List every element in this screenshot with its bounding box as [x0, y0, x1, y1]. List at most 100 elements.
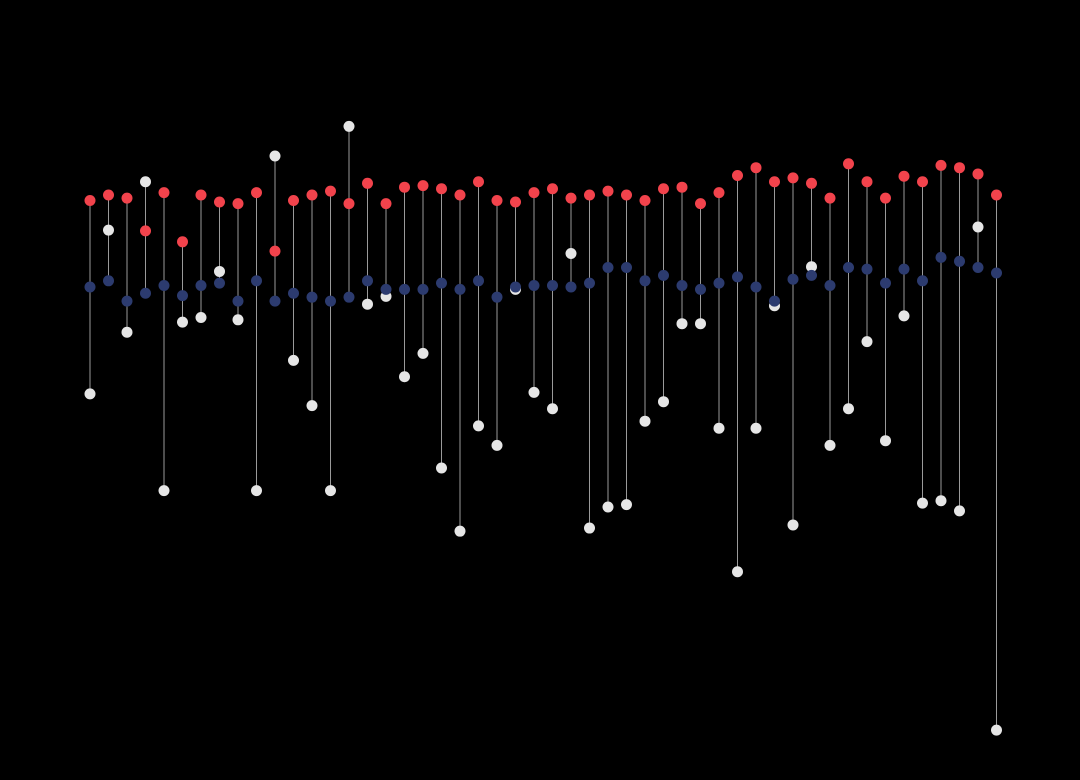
red-dot-9: [251, 187, 262, 199]
red-dot-18: [417, 180, 429, 192]
blue-dot-23: [510, 281, 521, 293]
grey-dot-27: [584, 522, 595, 534]
grey-dot-24: [528, 386, 540, 398]
grey-dot-25: [547, 403, 558, 415]
grey-dot-4: [158, 485, 170, 497]
red-dot-27: [584, 189, 595, 201]
blue-dot-42: [861, 263, 873, 275]
red-dot-29: [621, 189, 632, 201]
grey-dot-47: [954, 505, 965, 517]
grey-dot-14: [343, 120, 355, 132]
red-dot-5: [177, 236, 188, 248]
red-dot-43: [880, 192, 891, 204]
blue-dot-41: [843, 262, 854, 274]
grey-dot-43: [880, 435, 891, 447]
blue-dot-3: [140, 287, 151, 299]
blue-dot-32: [676, 279, 688, 291]
red-dot-24: [528, 187, 540, 199]
red-dot-25: [547, 183, 558, 195]
red-dot-45: [917, 176, 928, 188]
red-dot-16: [380, 198, 392, 210]
blue-dot-17: [399, 283, 410, 295]
blue-dot-21: [473, 275, 484, 287]
blue-dot-1: [103, 275, 114, 287]
grey-dot-45: [917, 497, 928, 509]
grey-dot-44: [898, 310, 910, 322]
grey-dot-7: [214, 265, 225, 277]
blue-dot-12: [306, 291, 318, 303]
red-dot-39: [806, 177, 817, 189]
blue-dot-47: [954, 255, 965, 267]
red-dot-37: [769, 176, 780, 188]
blue-dot-38: [787, 273, 799, 285]
blue-dot-24: [528, 279, 540, 291]
blue-dot-4: [158, 279, 170, 291]
blue-dot-6: [195, 279, 207, 291]
red-dot-23: [510, 196, 521, 208]
blue-dot-19: [436, 277, 447, 289]
blue-dot-40: [824, 279, 836, 291]
blue-dot-0: [84, 281, 96, 293]
grey-dot-19: [436, 462, 447, 474]
red-dot-0: [84, 194, 96, 206]
blue-dot-10: [269, 295, 281, 307]
red-dot-31: [658, 183, 669, 195]
grey-dot-29: [621, 499, 632, 511]
grey-dot-21: [473, 420, 484, 432]
blue-dot-22: [491, 291, 503, 303]
grey-dot-18: [417, 347, 429, 359]
grey-dot-13: [325, 485, 336, 497]
red-dot-49: [991, 189, 1002, 201]
grey-dot-46: [935, 495, 947, 507]
blue-dot-5: [177, 290, 188, 302]
grey-dot-34: [713, 422, 725, 434]
red-dot-40: [824, 192, 836, 204]
grey-dot-33: [695, 318, 706, 330]
grey-dot-8: [232, 314, 244, 326]
grey-dot-5: [177, 316, 188, 328]
grey-dot-15: [362, 298, 373, 310]
blue-dot-26: [565, 281, 577, 293]
blue-dot-18: [417, 283, 429, 295]
red-dot-10: [269, 245, 281, 257]
grey-dot-32: [676, 318, 688, 330]
blue-dot-31: [658, 269, 669, 281]
red-dot-30: [639, 194, 651, 206]
red-dot-6: [195, 189, 207, 201]
red-dot-4: [158, 187, 170, 199]
red-dot-28: [602, 185, 614, 197]
grey-dot-22: [491, 439, 503, 451]
red-dot-33: [695, 198, 706, 210]
grey-dot-31: [658, 396, 669, 408]
red-dot-47: [954, 162, 965, 174]
red-dot-22: [491, 194, 503, 206]
grey-dot-20: [454, 525, 466, 537]
blue-dot-7: [214, 277, 225, 289]
blue-dot-30: [639, 275, 651, 287]
grey-dot-1: [103, 224, 114, 236]
blue-dot-8: [232, 295, 244, 307]
grey-dot-17: [399, 371, 410, 383]
red-dot-1: [103, 189, 114, 201]
blue-dot-28: [602, 262, 614, 274]
grey-dot-35: [732, 566, 743, 578]
red-dot-3: [140, 225, 151, 237]
red-dot-8: [232, 198, 244, 210]
blue-dot-11: [288, 287, 299, 299]
grey-dot-48: [972, 221, 984, 233]
red-dot-14: [343, 198, 355, 210]
red-dot-35: [732, 170, 743, 181]
grey-dot-11: [288, 354, 299, 366]
blue-dot-46: [935, 251, 947, 263]
red-dot-17: [399, 181, 410, 193]
grey-dot-30: [639, 415, 651, 427]
grey-dot-42: [861, 336, 873, 348]
grey-dot-39: [806, 261, 817, 273]
blue-dot-37: [769, 295, 780, 307]
blue-dot-14: [343, 291, 355, 303]
red-dot-42: [861, 176, 873, 188]
blue-dot-16: [380, 283, 392, 295]
